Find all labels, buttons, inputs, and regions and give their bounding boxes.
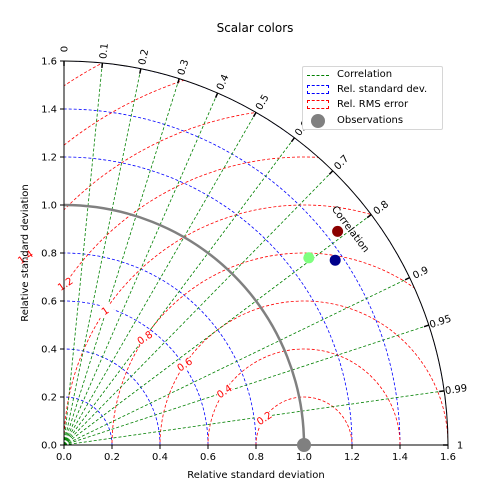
- legend-item-rms: Rel. RMS error: [303, 98, 442, 112]
- y-tick-label-6: 1.2: [41, 153, 57, 164]
- correlation-line-3: [64, 78, 180, 445]
- correlation-line-2: [64, 68, 142, 445]
- rms-contour-0: [255, 396, 353, 445]
- correlation-tick-8: [366, 214, 372, 219]
- x-tick-label-4: 0.8: [248, 452, 264, 463]
- y-tick-label-4: 0.8: [41, 249, 57, 260]
- x-tick-label-5: 1.0: [296, 452, 312, 463]
- correlation-tick-label-0: 0: [60, 46, 71, 52]
- y-tick-label-8: 1.6: [41, 57, 57, 68]
- std-contour-1: [64, 348, 161, 445]
- correlation-tick-label-2: 0.2: [137, 48, 151, 66]
- rms-label-0: 0.2: [255, 410, 274, 428]
- correlation-tick-2: [139, 68, 142, 74]
- x-tick-label-7: 1.4: [392, 452, 408, 463]
- rms-label-bg-1: [214, 381, 234, 400]
- correlation-tick-label-3: 0.3: [176, 58, 191, 76]
- rms-label-4: 1: [100, 305, 111, 318]
- correlation-line-8: [64, 214, 372, 445]
- correlation-tick-label-10: 0.95: [428, 314, 453, 331]
- correlation-tick-7: [328, 170, 334, 175]
- y-tick-label-3: 0.6: [41, 297, 57, 308]
- rms-label-bg-4: [95, 301, 115, 320]
- x-tick-label-2: 0.4: [152, 452, 168, 463]
- std-contour-3: [64, 252, 257, 445]
- rms-label-bg-2: [174, 355, 195, 374]
- rms-label-bg-3: [134, 328, 155, 347]
- rms-label-bg-5: [55, 274, 75, 293]
- reference-arc: [64, 203, 306, 445]
- legend-correlation-swatch: [307, 75, 329, 76]
- x-axis-label: Relative standard deviation: [187, 470, 325, 481]
- correlation-tick-label-12: 1: [457, 441, 463, 452]
- legend-rms-label: Rel. RMS error: [337, 99, 409, 110]
- legend-std-swatch: [307, 85, 329, 94]
- correlation-line-7: [64, 170, 334, 445]
- correlation-tick-3: [176, 78, 180, 84]
- correlation-tick-label-8: 0.8: [372, 199, 391, 217]
- correlation-line-10: [64, 324, 429, 445]
- correlation-tick-label-9: 0.9: [411, 265, 430, 282]
- correlation-tick-label-1: 0.1: [98, 43, 111, 60]
- rms-label-1: 0.4: [215, 383, 234, 401]
- legend-item-observations: Observations: [303, 114, 442, 128]
- rms-label-bg-0: [254, 408, 274, 427]
- y-axis-label: Relative standard deviation: [20, 184, 31, 322]
- observation-point: [297, 438, 311, 452]
- x-tick-label-3: 0.6: [200, 452, 216, 463]
- correlation-tick-10: [423, 324, 430, 328]
- std-contour-5: [64, 108, 401, 445]
- correlation-tick-label-5: 0.5: [254, 93, 271, 112]
- legend-item-std: Rel. standard dev.: [303, 83, 442, 97]
- x-tick-label-0: 0.0: [56, 452, 72, 463]
- correlation-tick-label-7: 0.7: [332, 153, 351, 172]
- correlation-line-4: [64, 92, 218, 445]
- correlation-line-6: [64, 137, 295, 445]
- std-contour-0: [64, 396, 113, 445]
- chart-title: Scalar colors: [217, 21, 294, 35]
- rms-contour-1: [207, 348, 401, 445]
- data-point-1: [329, 254, 341, 266]
- std-contour-4: [64, 156, 353, 445]
- legend-correlation-label: Correlation: [337, 69, 393, 80]
- legend-observations-label: Observations: [337, 115, 404, 126]
- legend-rms-swatch: [307, 100, 329, 109]
- x-tick-label-6: 1.2: [344, 452, 360, 463]
- y-tick-label-2: 0.4: [41, 345, 57, 356]
- correlation-line-9: [64, 277, 410, 445]
- rms-label-bg-6: [15, 247, 35, 266]
- correlation-tick-11: [439, 390, 445, 393]
- correlation-tick-4: [214, 92, 219, 98]
- legend-item-correlation: Correlation: [303, 68, 442, 82]
- x-tick-label-8: 1.6: [440, 452, 456, 463]
- y-tick-label-7: 1.4: [41, 105, 57, 116]
- correlation-line-1: [64, 62, 103, 445]
- correlation-tick-9: [404, 276, 410, 281]
- correlation-tick-5: [252, 112, 257, 118]
- correlation-tick-label-11: 0.99: [444, 383, 468, 397]
- y-tick-label-0: 0.0: [41, 441, 57, 452]
- rms-label-3: 0.8: [136, 329, 155, 347]
- legend: Correlation Rel. standard dev. Rel. RMS …: [302, 66, 443, 130]
- rms-contour-5: [64, 156, 448, 445]
- rms-label-2: 0.6: [176, 356, 195, 374]
- correlation-tick-1: [101, 62, 104, 68]
- correlation-tick-6: [290, 137, 295, 143]
- outer-arc: [63, 60, 449, 446]
- correlation-line-5: [64, 112, 257, 445]
- correlation-tick-label-4: 0.4: [215, 73, 231, 92]
- x-tick-label-1: 0.2: [104, 452, 120, 463]
- data-point-0: [332, 225, 344, 237]
- data-point-2: [303, 252, 315, 264]
- legend-std-label: Rel. standard dev.: [337, 84, 428, 95]
- y-tick-label-5: 1.0: [41, 201, 57, 212]
- y-tick-label-1: 0.2: [41, 393, 57, 404]
- rms-label-5: 1.2: [56, 276, 75, 294]
- correlation-line-11: [64, 390, 445, 445]
- std-contour-2: [64, 300, 209, 445]
- rms-contour-4: [64, 204, 448, 445]
- legend-observations-marker: [311, 114, 325, 128]
